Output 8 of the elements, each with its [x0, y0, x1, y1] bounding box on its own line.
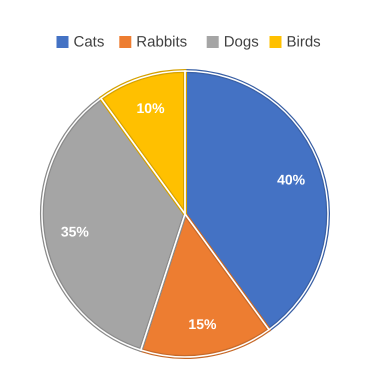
- legend-label: Rabbits: [136, 34, 188, 50]
- legend-label: Cats: [74, 34, 104, 50]
- legend-label: Birds: [286, 34, 321, 50]
- data-label: 40%: [277, 172, 306, 188]
- data-label: 35%: [60, 223, 90, 240]
- data-label: 10%: [136, 100, 166, 116]
- data-label: 15%: [188, 316, 218, 332]
- legend-label: Dogs: [224, 34, 259, 50]
